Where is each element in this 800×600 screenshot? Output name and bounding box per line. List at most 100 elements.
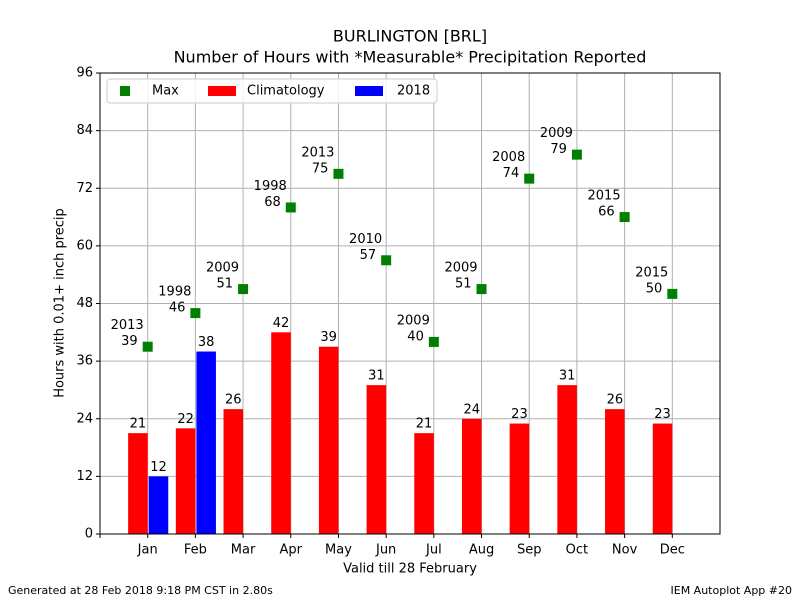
x-tick-label: May bbox=[325, 543, 352, 558]
x-tick-label: Jul bbox=[425, 543, 442, 558]
bar-value-label: 24 bbox=[463, 402, 480, 417]
max-value-label: 79 bbox=[550, 142, 567, 157]
bar bbox=[414, 433, 434, 534]
max-marker bbox=[524, 173, 535, 184]
x-tick-label: Jan bbox=[137, 543, 158, 558]
bar-value-label: 21 bbox=[130, 417, 147, 432]
max-value-label: 66 bbox=[598, 205, 615, 220]
chart-subtitle: Number of Hours with *Measurable* Precip… bbox=[174, 48, 647, 67]
max-value-label: 68 bbox=[264, 195, 281, 210]
max-year-label: 1998 bbox=[254, 179, 287, 194]
max-value-label: 46 bbox=[169, 301, 186, 316]
bar bbox=[509, 423, 530, 534]
bar-value-label: 39 bbox=[320, 330, 337, 345]
footer-right: IEM Autoplot App #20 bbox=[671, 584, 793, 597]
x-tick-label: Mar bbox=[231, 543, 256, 558]
chart-title: BURLINGTON [BRL] bbox=[333, 27, 487, 46]
legend-box bbox=[106, 78, 438, 104]
max-year-label: 2010 bbox=[349, 232, 382, 247]
x-tick-label: Oct bbox=[566, 543, 588, 558]
legend-label: Max bbox=[152, 84, 179, 99]
bar bbox=[605, 409, 625, 534]
max-value-label: 75 bbox=[312, 161, 329, 176]
bar-value-label: 23 bbox=[654, 407, 671, 422]
y-tick-label: 36 bbox=[76, 354, 93, 369]
y-tick-label: 24 bbox=[76, 411, 93, 426]
max-year-label: 2015 bbox=[588, 189, 621, 204]
bar bbox=[557, 385, 577, 534]
x-tick-label: Apr bbox=[280, 543, 303, 558]
bar bbox=[652, 423, 673, 534]
bar bbox=[318, 346, 339, 534]
max-year-label: 2015 bbox=[635, 265, 668, 280]
max-value-label: 74 bbox=[503, 166, 520, 181]
legend-swatch bbox=[120, 86, 130, 96]
x-tick-label: Feb bbox=[184, 543, 207, 558]
max-value-label: 40 bbox=[407, 329, 424, 344]
bar bbox=[196, 351, 216, 534]
plot-frame bbox=[99, 72, 721, 535]
bar-value-label: 26 bbox=[225, 393, 242, 408]
bar bbox=[271, 332, 291, 534]
max-value-label: 51 bbox=[217, 277, 234, 292]
max-marker bbox=[285, 202, 296, 213]
bar-value-label: 12 bbox=[150, 460, 167, 475]
x-tick-label: Nov bbox=[612, 543, 638, 558]
x-tick-label: Dec bbox=[660, 543, 685, 558]
max-year-label: 2013 bbox=[301, 145, 334, 160]
legend-swatch bbox=[208, 86, 236, 96]
max-marker bbox=[238, 284, 249, 295]
max-marker bbox=[571, 149, 582, 160]
bar bbox=[175, 428, 196, 534]
y-tick-label: 60 bbox=[76, 238, 93, 253]
y-tick-label: 48 bbox=[76, 296, 93, 311]
max-marker bbox=[381, 255, 392, 266]
max-marker bbox=[428, 336, 439, 347]
bar-value-label: 21 bbox=[416, 417, 433, 432]
bar bbox=[366, 385, 387, 534]
bar-value-label: 42 bbox=[273, 316, 290, 331]
max-year-label: 2013 bbox=[111, 318, 144, 333]
bar-value-label: 31 bbox=[368, 369, 385, 384]
bar bbox=[461, 418, 482, 534]
max-value-label: 51 bbox=[455, 277, 472, 292]
bar bbox=[128, 433, 148, 534]
y-tick-label: 12 bbox=[76, 469, 93, 484]
y-tick-label: 0 bbox=[85, 527, 93, 542]
max-year-label: 2009 bbox=[397, 313, 430, 328]
legend-label: 2018 bbox=[397, 84, 430, 99]
max-marker bbox=[142, 341, 153, 352]
bar-value-label: 23 bbox=[511, 407, 528, 422]
legend-swatch bbox=[355, 86, 383, 96]
max-marker bbox=[619, 212, 630, 223]
y-tick-label: 84 bbox=[76, 123, 93, 138]
y-tick-label: 96 bbox=[76, 66, 93, 81]
bar-value-label: 26 bbox=[607, 393, 624, 408]
max-marker bbox=[190, 308, 201, 319]
bar-value-label: 22 bbox=[177, 412, 194, 427]
x-tick-label: Aug bbox=[469, 543, 494, 558]
x-tick-label: Sep bbox=[517, 543, 542, 558]
max-marker bbox=[333, 168, 344, 179]
max-year-label: 2009 bbox=[540, 126, 573, 141]
bar-value-label: 38 bbox=[198, 335, 215, 350]
max-value-label: 39 bbox=[121, 334, 138, 349]
bar-value-label: 31 bbox=[559, 369, 576, 384]
max-year-label: 2009 bbox=[206, 261, 239, 276]
max-value-label: 50 bbox=[646, 281, 663, 296]
bar bbox=[223, 409, 244, 534]
max-marker bbox=[476, 284, 487, 295]
bar bbox=[148, 476, 169, 534]
max-year-label: 2009 bbox=[444, 261, 477, 276]
max-marker bbox=[667, 288, 678, 299]
y-tick-label: 72 bbox=[76, 181, 93, 196]
max-year-label: 2008 bbox=[492, 150, 525, 165]
max-year-label: 1998 bbox=[158, 285, 191, 300]
footer-left: Generated at 28 Feb 2018 9:18 PM CST in … bbox=[8, 584, 273, 597]
y-axis-label: Hours with 0.01+ inch precip bbox=[53, 208, 68, 398]
max-value-label: 57 bbox=[360, 248, 377, 263]
legend-label: Climatology bbox=[247, 84, 325, 99]
x-axis-label: Valid till 28 February bbox=[343, 562, 477, 577]
x-tick-label: Jun bbox=[375, 543, 396, 558]
